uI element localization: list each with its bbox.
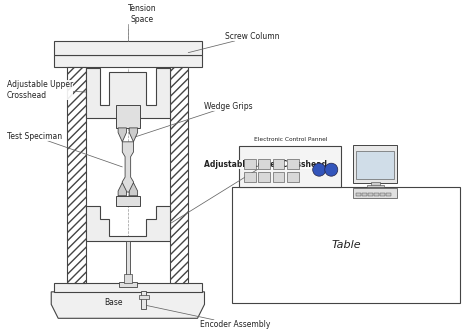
Bar: [141, 291, 146, 308]
Bar: [258, 172, 270, 182]
Bar: [138, 294, 149, 299]
Polygon shape: [129, 128, 137, 142]
Bar: [258, 159, 270, 169]
Bar: [353, 188, 397, 198]
Bar: [367, 185, 383, 187]
Bar: [356, 193, 361, 196]
Bar: [118, 282, 137, 287]
Bar: [126, 241, 130, 283]
Bar: [374, 193, 379, 196]
Bar: [116, 196, 140, 206]
Circle shape: [325, 163, 338, 176]
Bar: [353, 145, 397, 183]
Bar: [368, 193, 373, 196]
Polygon shape: [86, 206, 170, 241]
Bar: [371, 182, 380, 186]
Text: Table: Table: [331, 240, 361, 250]
Circle shape: [313, 163, 326, 176]
Bar: [380, 193, 385, 196]
Text: Base: Base: [105, 298, 123, 307]
Bar: [386, 193, 391, 196]
Text: Screw Column: Screw Column: [188, 32, 280, 53]
Bar: [287, 159, 299, 169]
Polygon shape: [118, 128, 127, 142]
Bar: [244, 159, 255, 169]
Bar: [362, 193, 366, 196]
Bar: [232, 187, 460, 303]
Text: Test Speciman: Test Speciman: [7, 132, 122, 167]
Text: Adjustable Lower Crosshead: Adjustable Lower Crosshead: [171, 160, 328, 223]
Bar: [273, 172, 284, 182]
Bar: [239, 145, 341, 187]
Text: Encoder Assembly: Encoder Assembly: [144, 305, 270, 329]
Bar: [287, 172, 299, 182]
Text: Electronic Control Pannel: Electronic Control Pannel: [254, 137, 327, 142]
Bar: [356, 151, 394, 179]
Bar: [67, 67, 86, 283]
Bar: [54, 283, 202, 292]
Polygon shape: [118, 183, 127, 196]
Polygon shape: [129, 183, 137, 196]
Bar: [244, 172, 255, 182]
Text: Computer: Computer: [359, 159, 391, 164]
Bar: [170, 67, 188, 283]
Text: Tension
Space: Tension Space: [128, 4, 156, 24]
Bar: [116, 105, 140, 128]
Bar: [54, 55, 202, 67]
Bar: [124, 274, 132, 283]
Bar: [273, 159, 284, 169]
Text: Adjustable Upper
Crosshead: Adjustable Upper Crosshead: [7, 80, 88, 100]
Polygon shape: [51, 292, 204, 318]
Polygon shape: [122, 142, 134, 192]
Polygon shape: [86, 67, 170, 118]
Text: Wedge Grips: Wedge Grips: [134, 102, 253, 137]
Bar: [54, 41, 202, 55]
